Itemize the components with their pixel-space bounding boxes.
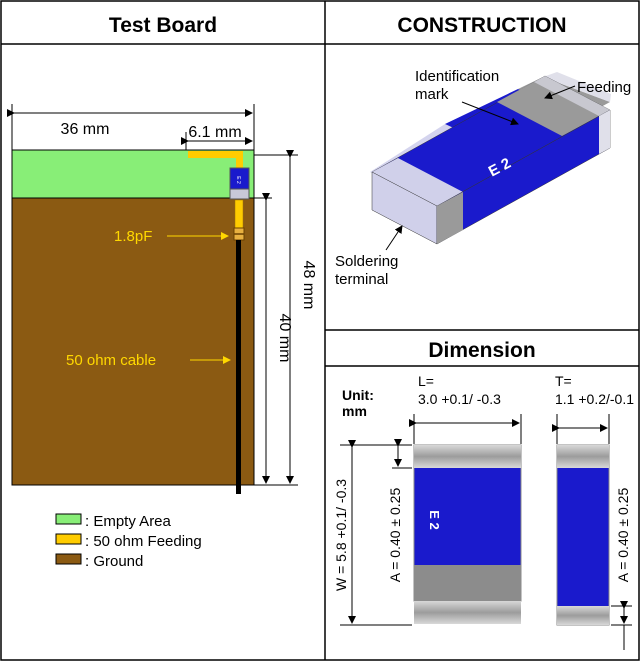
length-label: L=: [418, 373, 434, 389]
soldering-label-line2: terminal: [335, 271, 388, 288]
unit-label-line2: mm: [342, 403, 367, 419]
front-chip-bottom-terminal: [414, 601, 521, 624]
height-ground-label: 40 mm: [276, 314, 293, 363]
legend-swatch-empty: [55, 513, 82, 525]
right-terminal-top: [543, 72, 611, 102]
test-board-drawing: E 2 1.8pF 50 ohm cable 36 mm 6.1 mm 48 m…: [7, 104, 317, 494]
front-chip-top-terminal: [414, 445, 521, 468]
coax-cable: [236, 240, 241, 494]
side-chip-bottom-terminal: [557, 606, 609, 625]
feed-line-vertical: [236, 151, 243, 169]
chip-top-terminal-right: [534, 76, 610, 116]
construction-title: CONSTRUCTION: [397, 14, 566, 37]
unit-label-line1: Unit:: [342, 387, 374, 403]
feed-line-lower: [234, 199, 244, 233]
front-chip-mark: E 2: [427, 510, 442, 530]
a-front-value: A = 0.40 ± 0.25: [387, 488, 403, 583]
ground-plane: [11, 197, 255, 486]
legend-label-empty: : Empty Area: [85, 513, 172, 530]
chip-top-terminal-left: [372, 158, 463, 206]
legend-label-feed: : 50 ohm Feeding: [85, 533, 202, 550]
feed-line-horizontal: [188, 151, 242, 158]
soldering-label-line1: Soldering: [335, 253, 398, 270]
thickness-label: T=: [555, 373, 572, 389]
side-chip-top-terminal: [557, 445, 609, 468]
antenna-chip-mark: E 2: [235, 176, 241, 184]
chip-right-terminal-right: [599, 110, 610, 154]
antenna-chip-terminal: [229, 188, 250, 200]
feeding-arrow: [544, 85, 576, 100]
identification-label-line2: mark: [415, 86, 449, 103]
construction-chip-shape: E 2: [371, 75, 611, 245]
legend-label-ground: : Ground: [85, 553, 143, 570]
dimension-drawing: Unit: mm L= 3.0 +0.1/ -0.3 T= 1.1 +0.2/-…: [333, 373, 634, 650]
legend: : Empty Area : 50 ohm Feeding : Ground: [55, 513, 202, 570]
identification-arrow: [461, 101, 519, 126]
identification-label-line1: Identification: [415, 68, 499, 85]
feeding-label: Feeding: [577, 79, 631, 96]
cable-label: 50 ohm cable: [66, 352, 156, 369]
dimension-title: Dimension: [428, 339, 535, 362]
height-total-label: 48 mm: [300, 261, 317, 310]
a-side-value: A = 0.40 ± 0.25: [615, 488, 631, 583]
front-chip-mark-region: [414, 565, 521, 601]
legend-swatch-feed: [55, 533, 82, 545]
thickness-value: 1.1 +0.2/-0.1: [555, 391, 634, 407]
legend-swatch-ground: [55, 553, 82, 565]
width-dim-label: 36 mm: [61, 121, 110, 138]
offset-dim-label: 6.1 mm: [188, 124, 241, 141]
capacitor-label: 1.8pF: [114, 228, 152, 245]
test-board-title: Test Board: [109, 14, 217, 37]
chip-top-gray: [497, 76, 610, 136]
side-chip-body: [556, 444, 610, 626]
w-value: W = 5.8 +0.1/ -0.3: [333, 479, 349, 591]
length-value: 3.0 +0.1/ -0.3: [418, 391, 501, 407]
chip-right-terminal-left: [437, 192, 463, 244]
soldering-arrow: [385, 225, 403, 251]
